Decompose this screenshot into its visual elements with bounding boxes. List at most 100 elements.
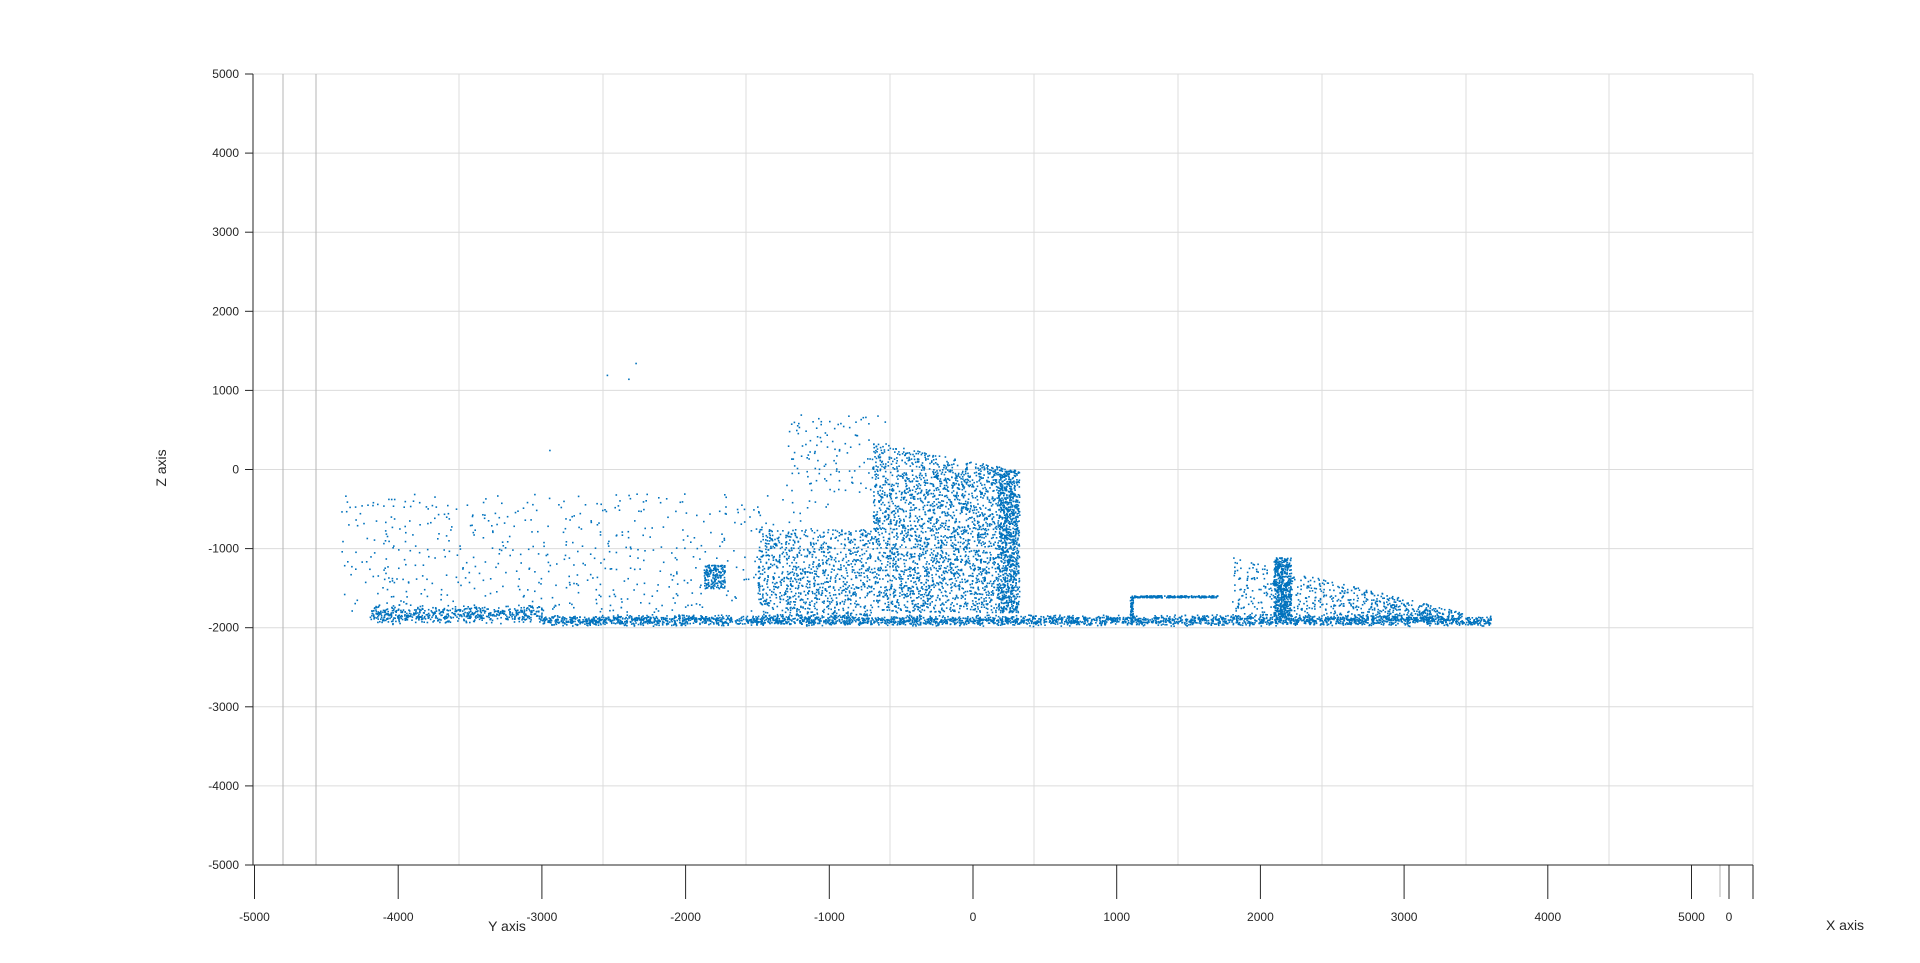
data-point: [884, 586, 886, 589]
data-point: [624, 620, 626, 623]
data-point: [953, 543, 956, 546]
data-point: [1423, 617, 1425, 619]
data-point: [418, 619, 420, 621]
data-point: [463, 605, 465, 607]
data-point: [950, 618, 952, 621]
data-point: [1372, 621, 1375, 624]
data-point: [970, 517, 972, 519]
data-point: [945, 607, 948, 609]
data-point: [477, 610, 479, 612]
data-point: [882, 484, 884, 486]
data-point: [1023, 620, 1026, 622]
data-point: [1386, 620, 1389, 623]
data-point: [817, 589, 819, 592]
data-point: [399, 528, 401, 530]
data-point: [957, 617, 960, 619]
data-point: [781, 620, 784, 623]
data-point: [1327, 616, 1329, 618]
data-point: [445, 621, 448, 623]
data-point: [955, 622, 957, 625]
data-point: [1157, 618, 1160, 620]
data-point: [1290, 622, 1292, 625]
data-point: [417, 616, 419, 619]
data-point: [967, 498, 970, 500]
data-point: [877, 622, 879, 624]
data-point: [885, 518, 888, 521]
data-point: [442, 611, 445, 614]
data-point: [1198, 618, 1201, 620]
data-point: [1190, 622, 1193, 624]
data-point: [583, 616, 586, 619]
data-point: [910, 494, 913, 497]
data-point: [752, 617, 754, 619]
data-point: [381, 619, 384, 622]
data-point: [1025, 619, 1028, 621]
data-point: [1254, 621, 1256, 624]
data-point: [370, 618, 373, 621]
data-point: [844, 621, 846, 623]
data-point: [1028, 614, 1030, 616]
data-point: [1072, 614, 1074, 617]
data-point: [1139, 620, 1141, 622]
data-point: [1194, 619, 1196, 622]
data-point: [975, 549, 978, 552]
data-point: [1052, 619, 1054, 622]
data-point: [535, 509, 538, 512]
data-point: [469, 524, 472, 527]
data-point: [916, 586, 918, 589]
data-point: [1426, 618, 1429, 621]
data-point: [1165, 618, 1167, 621]
data-point: [397, 615, 400, 617]
data-point: [952, 553, 955, 555]
data-point: [398, 567, 400, 570]
data-point: [365, 561, 368, 563]
data-point: [704, 551, 707, 553]
data-point: [997, 615, 1000, 618]
data-point: [1119, 618, 1121, 621]
data-point: [715, 620, 718, 623]
data-point: [1096, 618, 1098, 621]
data-point: [1385, 618, 1388, 621]
data-point: [716, 617, 719, 620]
data-point: [988, 622, 991, 624]
data-point: [1102, 614, 1105, 617]
data-point: [1069, 625, 1071, 627]
data-point: [908, 617, 911, 620]
data-point: [735, 566, 738, 569]
data-point: [589, 624, 591, 626]
data-point: [1208, 622, 1210, 625]
data-point: [792, 618, 794, 620]
data-point: [633, 568, 636, 571]
data-point: [1341, 622, 1343, 625]
data-point: [1008, 618, 1011, 620]
data-point: [843, 620, 845, 622]
data-point: [588, 617, 590, 620]
data-point: [967, 620, 970, 622]
data-point: [743, 521, 746, 523]
data-point: [1385, 617, 1387, 619]
data-point: [690, 541, 692, 543]
data-point: [421, 621, 423, 623]
data-point: [592, 622, 594, 624]
data-point: [1379, 621, 1382, 624]
data-point: [385, 572, 387, 575]
data-point: [1022, 620, 1024, 622]
data-point: [561, 618, 564, 620]
data-point: [1216, 618, 1219, 621]
data-point: [979, 611, 981, 613]
data-point: [1039, 618, 1041, 620]
data-point: [1381, 618, 1384, 620]
data-point: [634, 620, 637, 622]
data-point: [750, 621, 752, 624]
data-point: [958, 484, 960, 486]
data-point: [991, 621, 994, 623]
data-point: [920, 555, 922, 557]
data-point: [380, 614, 383, 617]
data-point: [1322, 621, 1325, 624]
data-point: [859, 622, 862, 625]
data-point: [482, 614, 484, 617]
data-point: [390, 612, 393, 614]
data-point: [506, 541, 509, 543]
data-point: [1217, 622, 1220, 624]
data-point: [637, 557, 639, 559]
